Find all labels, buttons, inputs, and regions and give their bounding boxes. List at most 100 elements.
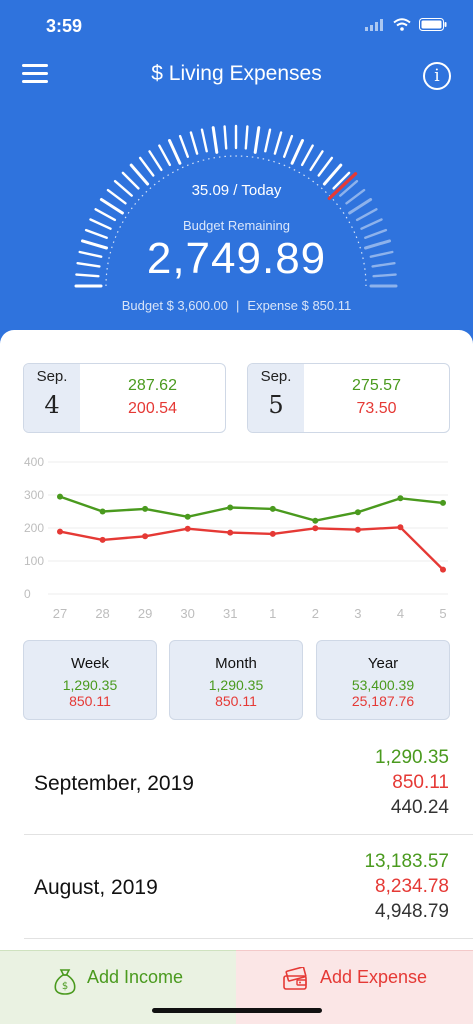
- income-point: [99, 508, 106, 515]
- period-card-month[interactable]: Month 1,290.35 850.11: [169, 640, 303, 720]
- gauge-tick: [253, 126, 261, 154]
- today-amount: 35.09 / Today: [191, 182, 282, 199]
- budget-remaining-value: 2,749.89: [146, 234, 327, 283]
- gauge-tick: [99, 198, 124, 215]
- x-tick-label: 27: [53, 606, 67, 621]
- income-series-line: [59, 495, 444, 522]
- page-title: $ Living Expenses: [151, 62, 322, 85]
- x-tick-label: 4: [397, 606, 404, 621]
- gauge-tick: [189, 131, 199, 155]
- gauge-tick: [273, 131, 283, 155]
- gauge-tick: [300, 144, 314, 167]
- month-values: 13,183.57 8,234.78 4,948.79: [364, 849, 449, 924]
- gauge-tick: [81, 239, 108, 250]
- y-tick-label: 100: [24, 554, 44, 568]
- month-row-september[interactable]: September, 2019 1,290.35 850.11 440.24: [0, 732, 473, 834]
- budget-gauge: [74, 124, 398, 288]
- month-balance: 4,948.79: [375, 901, 449, 922]
- x-tick-label: 28: [95, 606, 109, 621]
- signal-icon: [365, 18, 383, 31]
- period-title: Month: [215, 655, 257, 672]
- period-expense: 25,187.76: [351, 693, 415, 709]
- y-tick-label: 400: [24, 455, 44, 469]
- day-number: 4: [44, 391, 60, 419]
- gauge-tick: [282, 134, 294, 158]
- gauge-tick: [106, 188, 127, 205]
- calendar-icon: Sep. 4: [24, 364, 80, 432]
- menu-icon[interactable]: [22, 64, 50, 88]
- x-tick-label: 31: [223, 606, 237, 621]
- info-icon[interactable]: i: [423, 62, 451, 90]
- status-bar: 3:59: [0, 16, 473, 40]
- gauge-tick: [339, 180, 359, 197]
- income-point: [312, 517, 319, 524]
- gauge-tick: [75, 273, 100, 278]
- home-indicator: [152, 1008, 322, 1013]
- x-tick-label: 30: [180, 606, 194, 621]
- y-tick-label: 300: [24, 488, 44, 502]
- money-bag-icon: $: [54, 969, 76, 995]
- gauge-tick: [309, 150, 324, 172]
- period-income: 1,290.35: [62, 677, 118, 693]
- gauge-tick: [84, 228, 108, 240]
- gauge-tick: [158, 144, 172, 167]
- gauge-tick: [168, 139, 182, 165]
- month-expense: 850.11: [392, 772, 449, 793]
- period-title: Week: [70, 655, 110, 672]
- gauge-tick: [372, 273, 397, 278]
- expense-point: [99, 536, 106, 543]
- add-income-label: Add Income: [86, 967, 184, 987]
- day-income: 275.57: [352, 377, 401, 394]
- calendar-icon: Sep. 5: [248, 364, 304, 432]
- income-point: [227, 504, 234, 511]
- period-card-year[interactable]: Year 53,400.39 25,187.76: [316, 640, 450, 720]
- gauge-tick: [121, 171, 140, 190]
- gauge-tick: [94, 208, 117, 222]
- gauge-tick: [364, 239, 391, 250]
- gauge-tick: [355, 208, 378, 222]
- month-values: 1,290.35 850.11 440.24: [375, 745, 449, 820]
- gauge-tick: [371, 261, 396, 268]
- day-values: 275.57 73.50: [304, 374, 449, 420]
- expense-point: [184, 525, 191, 532]
- day-expense: 200.54: [128, 400, 177, 417]
- income-point: [354, 509, 361, 516]
- month-row-august[interactable]: August, 2019 13,183.57 8,234.78 4,948.79: [0, 836, 473, 938]
- day-card-sep-4[interactable]: Sep. 4 287.62 200.54: [23, 363, 226, 433]
- day-card-sep-5[interactable]: Sep. 5 275.57 73.50: [247, 363, 450, 433]
- gauge-tick: [290, 139, 304, 165]
- expense-total: Expense $ 850.11: [247, 298, 352, 313]
- day-values: 287.62 200.54: [80, 374, 225, 420]
- budget-separator: |: [236, 298, 240, 313]
- gauge-tick: [369, 250, 394, 258]
- income-point: [397, 495, 404, 502]
- gauge-tick: [364, 228, 388, 240]
- income-point: [184, 513, 191, 520]
- gauge-tick: [78, 250, 103, 258]
- budget-total: Budget $ 3,600.00: [121, 298, 229, 313]
- budget-summary: Budget $ 3,600.00 | Expense $ 850.11: [0, 298, 473, 313]
- day-income: 287.62: [128, 377, 177, 394]
- x-tick-label: 3: [354, 606, 361, 621]
- y-tick-label: 200: [24, 521, 44, 535]
- day-month: Sep.: [36, 368, 68, 385]
- wifi-icon: [393, 18, 411, 31]
- day-month: Sep.: [260, 368, 292, 385]
- expense-point: [397, 524, 404, 531]
- gauge-tick: [113, 180, 133, 197]
- gauge-tick: [89, 218, 112, 230]
- month-expense: 8,234.78: [375, 876, 449, 897]
- gauge-tick: [138, 156, 155, 177]
- row-divider: [24, 938, 473, 939]
- month-income: 13,183.57: [364, 851, 449, 872]
- day-expense: 73.50: [356, 400, 397, 417]
- battery-icon: [419, 18, 447, 31]
- x-tick-label: 29: [138, 606, 152, 621]
- gauge-tick: [178, 134, 190, 158]
- status-time: 3:59: [46, 16, 83, 36]
- period-card-week[interactable]: Week 1,290.35 850.11: [23, 640, 157, 720]
- budget-remaining-label: Budget Remaining: [183, 218, 290, 233]
- expense-point: [269, 530, 276, 537]
- row-divider: [24, 834, 473, 835]
- y-tick-label: 0: [24, 587, 31, 601]
